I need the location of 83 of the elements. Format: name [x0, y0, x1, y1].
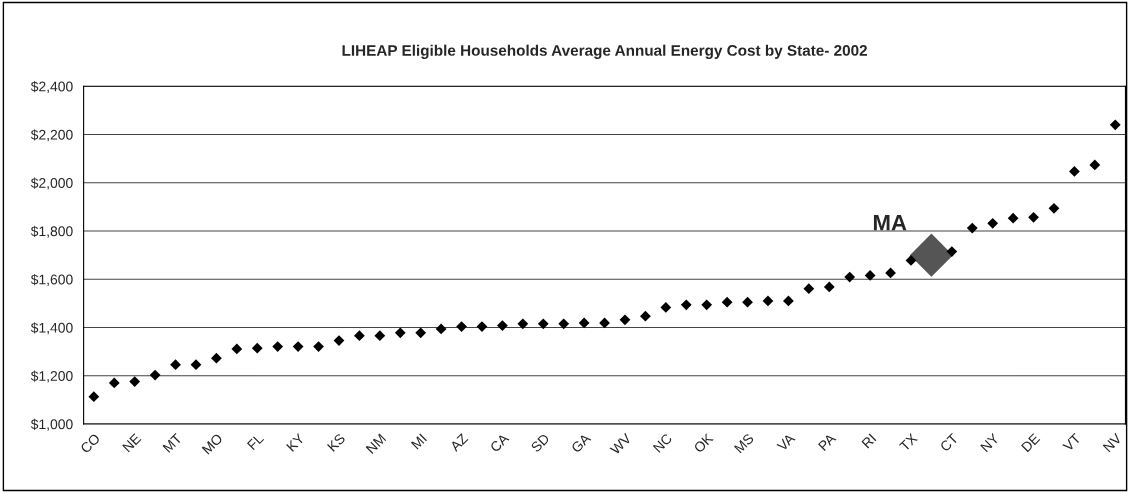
x-tick-label: KY [286, 432, 306, 452]
point [783, 295, 794, 307]
y-tick-label: $1,400 [30, 322, 73, 335]
point [558, 318, 570, 330]
x-tick-label: NM [365, 433, 387, 454]
point [660, 302, 672, 313]
x-tick-label: TX [899, 432, 918, 452]
y-tick-label: $1,200 [30, 370, 73, 383]
y-tick-label: $1,000 [30, 418, 73, 431]
point [149, 369, 161, 381]
point [1007, 212, 1019, 224]
point [1109, 119, 1121, 131]
point [966, 222, 978, 234]
point [987, 217, 999, 229]
point [88, 391, 100, 403]
x-tick-label: NY [980, 432, 1000, 453]
annotation: MA [873, 215, 907, 231]
point [292, 341, 304, 352]
x-tick-label: NV [1102, 432, 1123, 453]
y-tick-label: $2,000 [30, 177, 73, 190]
x-tick-label: CA [489, 432, 510, 453]
x-tick-label: VT [1062, 432, 1082, 452]
point [762, 295, 774, 307]
x-tick-label: AZ [449, 432, 469, 452]
point [680, 299, 692, 311]
point [909, 233, 953, 277]
point [497, 320, 508, 331]
point [640, 310, 651, 322]
x-tick-label: RI [861, 433, 877, 449]
x-tick-label: CO [79, 433, 101, 454]
y-tick-label: $2,400 [30, 81, 73, 94]
x-tick-label: KS [326, 433, 346, 452]
point [354, 330, 365, 342]
y-tick-label: $2,200 [30, 129, 73, 142]
point [435, 323, 447, 335]
point [578, 317, 590, 329]
point [1048, 202, 1060, 214]
x-tick-label: PA [818, 432, 837, 451]
x-tick-label: MI [410, 433, 427, 450]
point [394, 327, 406, 339]
point [374, 330, 386, 342]
point [313, 341, 324, 352]
point [742, 296, 753, 308]
x-tick-label: FL [246, 433, 265, 451]
x-tick-label: MO [201, 433, 224, 455]
x-tick-label: VA [776, 432, 796, 452]
point [517, 318, 529, 330]
y-tick-label: $1,800 [30, 225, 73, 238]
point [823, 281, 835, 293]
point [537, 318, 549, 330]
point [844, 271, 856, 283]
point [619, 314, 631, 326]
point [1028, 211, 1039, 223]
x-tick-label: OK [693, 432, 714, 454]
x-tick-label: MS [733, 433, 755, 454]
chart-title: LIHEAP Eligible Households Average Annual Energy Cost by State- 2002 [342, 44, 867, 59]
y-tick-label: $1,600 [30, 274, 73, 287]
point [599, 317, 610, 329]
point [251, 342, 263, 354]
point [415, 327, 427, 339]
x-tick-label: NC [652, 432, 673, 453]
point [190, 359, 202, 371]
point [1069, 166, 1080, 177]
point [456, 321, 467, 332]
point [211, 352, 222, 364]
point [231, 343, 243, 355]
x-tick-label: WV [609, 432, 633, 456]
point [272, 341, 284, 352]
x-tick-label: MT [162, 432, 183, 453]
point [701, 299, 713, 311]
point [108, 377, 120, 389]
point [1089, 159, 1101, 171]
x-tick-label: CT [939, 432, 959, 453]
point [721, 296, 733, 308]
point [864, 270, 876, 281]
point [946, 246, 958, 257]
point [129, 376, 141, 387]
point [170, 359, 181, 371]
x-tick-label: NE [122, 433, 142, 453]
x-tick-label: DE [1021, 433, 1041, 453]
x-tick-label: SD [530, 433, 551, 453]
x-tick-label: GA [570, 432, 592, 454]
point [803, 283, 815, 295]
